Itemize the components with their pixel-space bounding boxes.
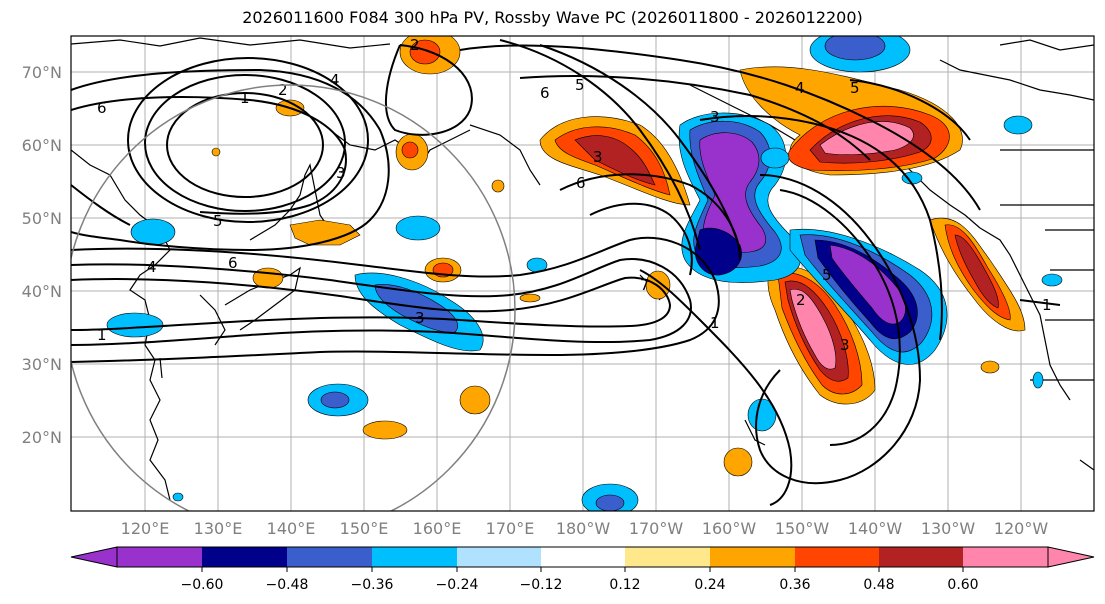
colorbar-segment — [879, 547, 963, 567]
lon-label: 130°W — [921, 519, 976, 538]
colorbar-segment — [117, 547, 202, 567]
lat-label: 70°N — [22, 63, 62, 82]
map-title: 2026011600 F084 300 hPa PV, Rossby Wave … — [242, 8, 863, 27]
contour-label: 4 — [147, 258, 157, 276]
lon-label: 140°E — [267, 519, 316, 538]
lon-label: 160°E — [413, 519, 462, 538]
colorbar: −0.60 −0.48 −0.36 −0.24 −0.12 0.12 0.24 … — [70, 546, 1095, 593]
contour-label: 6 — [540, 84, 550, 102]
latitude-labels: 70°N 60°N 50°N 40°N 30°N 20°N — [22, 63, 62, 447]
contour-label: 7 — [640, 276, 650, 294]
lon-label: 170°W — [629, 519, 684, 538]
pv-contours — [71, 39, 1061, 506]
lat-label: 30°N — [22, 355, 62, 374]
lat-label: 40°N — [22, 282, 62, 301]
contour-label: 5 — [213, 212, 223, 230]
contour-label: 1 — [240, 89, 250, 107]
lat-label: 60°N — [22, 136, 62, 155]
contour-label: 6 — [576, 174, 586, 192]
colorbar-label: −0.36 — [351, 577, 394, 593]
radius-circle — [71, 84, 516, 511]
contour-label: 1 — [710, 314, 720, 332]
lon-label: 160°W — [702, 519, 757, 538]
colorbar-label: −0.60 — [181, 577, 224, 593]
contour-label: 3 — [336, 164, 346, 182]
lat-label: 50°N — [22, 209, 62, 228]
colorbar-segment — [541, 547, 625, 567]
colorbar-label: 0.36 — [779, 577, 810, 593]
contour-label: 3 — [840, 336, 850, 354]
colorbar-label: −0.48 — [266, 577, 309, 593]
contour-label: 2 — [796, 291, 806, 309]
contour-label: 3 — [710, 108, 720, 126]
lon-label: 120°W — [994, 519, 1049, 538]
lon-label: 150°W — [775, 519, 830, 538]
contour-label: 5 — [850, 79, 860, 97]
lon-label: 150°E — [340, 519, 389, 538]
contour-label: 6 — [228, 254, 238, 272]
colorbar-segment — [287, 547, 372, 567]
lon-label: 130°E — [194, 519, 243, 538]
contour-label: 5 — [822, 266, 832, 284]
colorbar-min-extension — [70, 546, 118, 568]
contour-label: 3 — [415, 309, 425, 327]
colorbar-max-extension — [1047, 546, 1095, 568]
colorbar-segment — [795, 547, 879, 567]
contour-label: 3 — [593, 148, 603, 166]
contour-label: 1 — [1042, 296, 1052, 314]
colorbar-outline — [116, 546, 1049, 568]
map-frame — [70, 35, 1095, 512]
colorbar-label: 0.12 — [609, 577, 640, 593]
contour-label: 2 — [410, 36, 420, 54]
contour-label: 6 — [97, 99, 107, 117]
longitude-labels: 120°E 130°E 140°E 150°E 160°E 170°E 180°… — [121, 519, 1049, 538]
colorbar-label: 0.24 — [694, 577, 725, 593]
lon-label: 180°W — [556, 519, 611, 538]
contour-label: 2 — [278, 81, 288, 99]
contour-label: 4 — [330, 71, 340, 89]
colorbar-label: −0.12 — [520, 577, 563, 593]
colorbar-segment — [625, 547, 710, 567]
lat-label: 20°N — [22, 428, 62, 447]
contour-label: 4 — [795, 79, 805, 97]
contour-label: 5 — [575, 76, 585, 94]
contour-label-group: 1 2 4 6 5 3 6 5 4 3 1 2 3 6 7 1 2 3 4 5 … — [97, 36, 1052, 354]
colorbar-label: −0.24 — [436, 577, 479, 593]
colorbar-segment — [710, 547, 795, 567]
contour-label: 1 — [97, 326, 107, 344]
colorbar-segment — [963, 547, 1048, 567]
colorbar-segment — [457, 547, 541, 567]
pv-anomaly-shading — [106, 36, 1063, 511]
colorbar-segment — [372, 547, 457, 567]
lon-label: 140°W — [848, 519, 903, 538]
colorbar-segment — [202, 547, 287, 567]
colorbar-label: 0.60 — [947, 577, 978, 593]
lon-label: 120°E — [121, 519, 170, 538]
colorbar-label: 0.48 — [863, 577, 894, 593]
lon-label: 170°E — [486, 519, 535, 538]
